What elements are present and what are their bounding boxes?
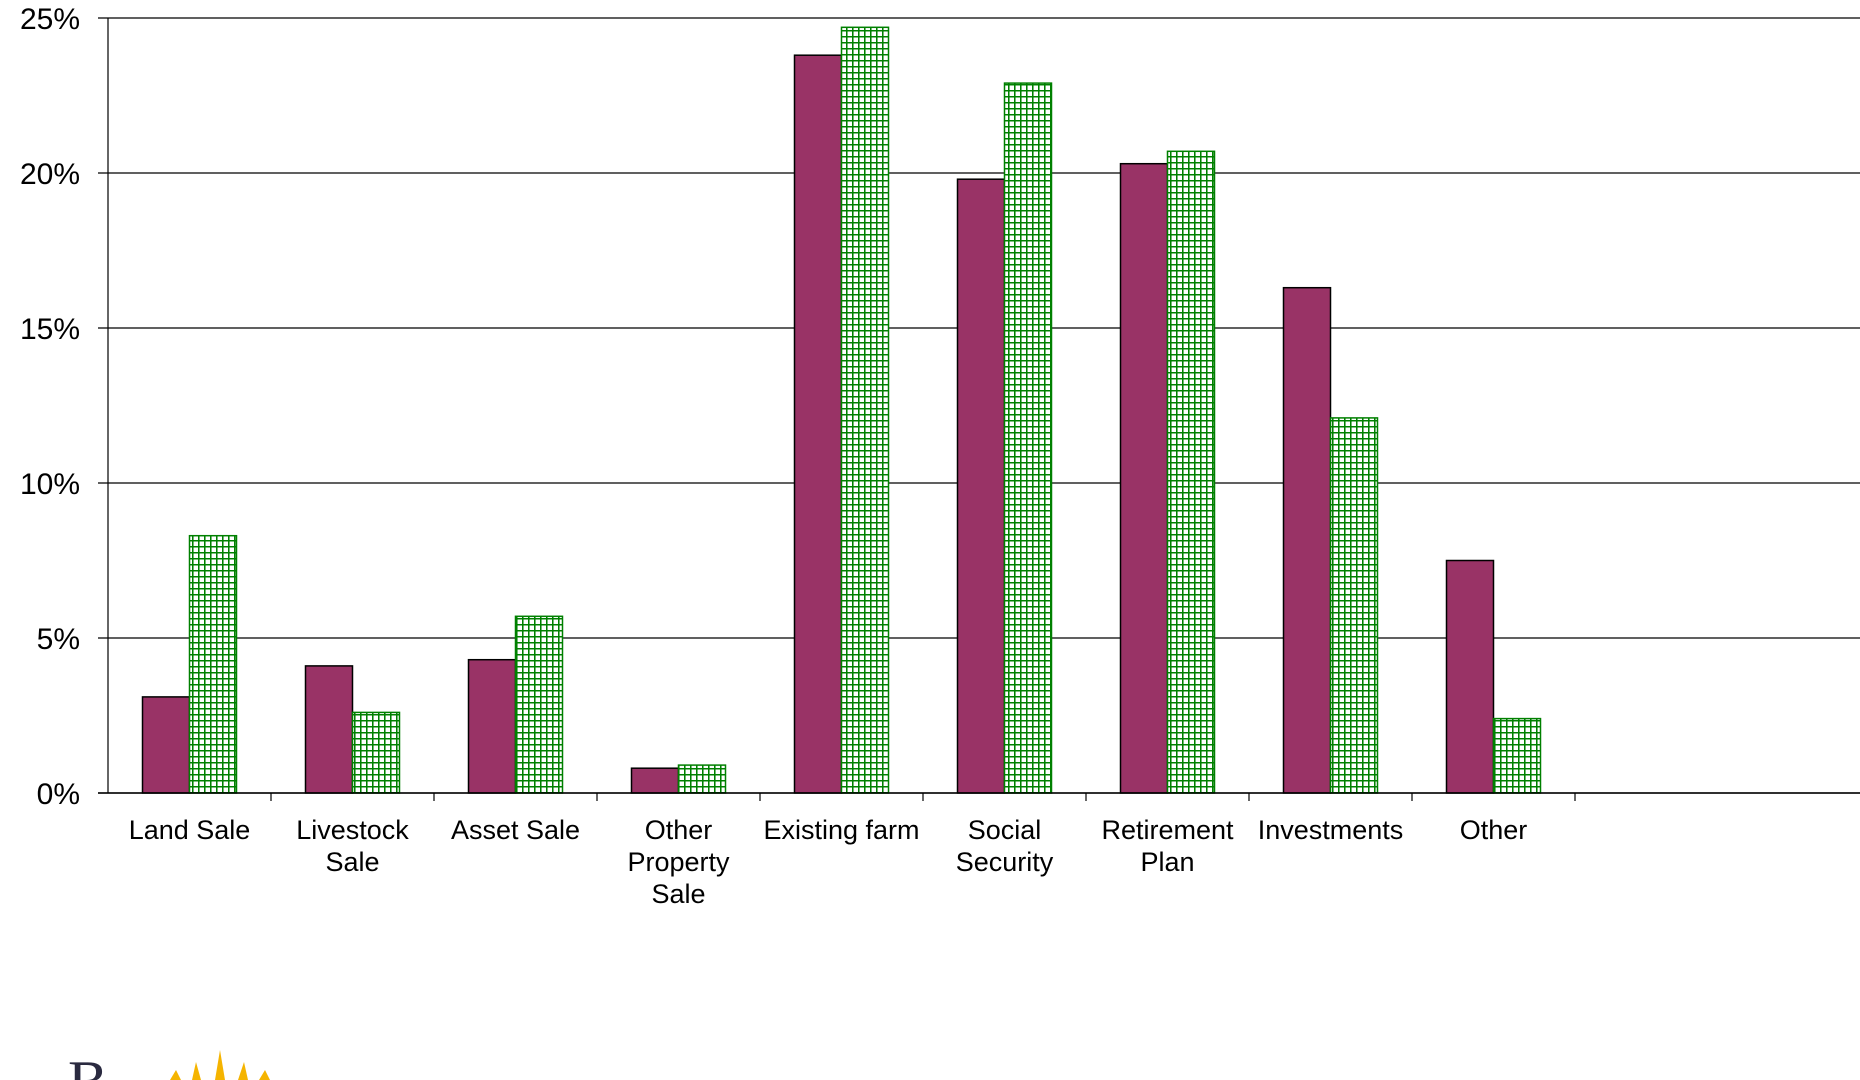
bars [141,26,1542,794]
bar-series2-6 [1166,150,1216,794]
x-category-label: Retirement Plan [1101,815,1234,877]
y-tick-label: 15% [20,313,80,346]
bar-series1-4 [793,54,843,794]
x-category-label: Asset Sale [451,815,580,845]
x-category-label: Investments [1258,815,1404,845]
y-tick-label: 20% [20,158,80,191]
x-category-label: Other [1460,815,1528,845]
bar-series2-8 [1492,717,1542,794]
y-tick-label: 25% [20,3,80,36]
bar-series2-5 [1003,82,1053,794]
x-category-label: Livestock Sale [296,815,409,877]
bar-series1-1 [304,665,354,794]
y-tick-label: 10% [20,468,80,501]
y-tick-label: 5% [37,623,80,656]
sun-logo-icon: B [60,1040,320,1080]
bar-series1-3 [630,767,680,794]
x-category-label: Existing farm [763,815,919,845]
x-category-label: Other Property Sale [627,815,730,909]
bar-series1-6 [1119,162,1169,794]
bar-series1-5 [956,178,1006,794]
bar-series1-8 [1445,559,1495,794]
x-category-label: Social Security [956,815,1054,877]
y-axis: 0% 5% 10% 15% 20% 25% [20,3,80,811]
bar-series2-0 [188,534,238,794]
bar-series2-1 [351,711,401,794]
bar-series1-0 [141,696,191,794]
svg-text:B: B [68,1049,108,1080]
x-category-label: Land Sale [129,815,251,845]
bar-series2-4 [840,26,890,794]
x-axis: Land Sale Livestock Sale Asset Sale Other Pro… [98,18,1860,909]
y-tick-label: 0% [37,778,80,811]
bar-series1-2 [467,658,517,794]
bar-series2-7 [1329,417,1379,794]
bar-series1-7 [1282,286,1332,794]
bar-series2-2 [514,615,564,794]
bar-series2-3 [677,764,727,794]
